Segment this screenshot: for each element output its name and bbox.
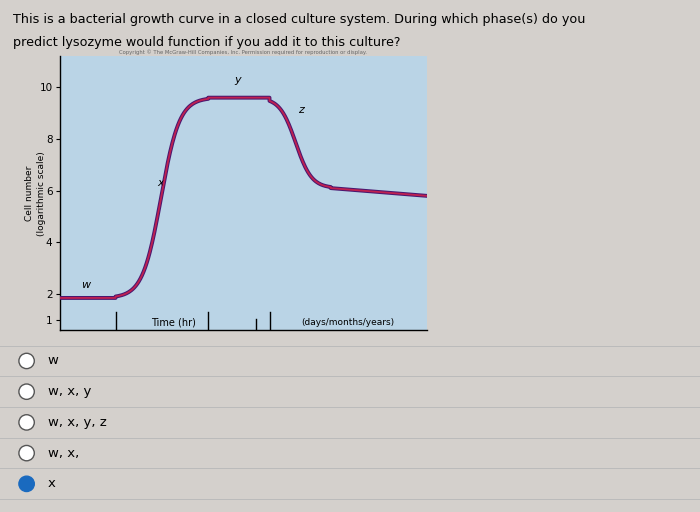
Text: w, x, y: w, x, y: [48, 385, 91, 398]
Text: w, x, y, z: w, x, y, z: [48, 416, 106, 429]
Text: This is a bacterial growth curve in a closed culture system. During which phase(: This is a bacterial growth curve in a cl…: [13, 13, 585, 26]
Text: w, x,: w, x,: [48, 446, 79, 460]
Title: Copyright © The McGraw-Hill Companies, Inc. Permission required for reproduction: Copyright © The McGraw-Hill Companies, I…: [119, 49, 368, 55]
Text: w: w: [81, 280, 90, 290]
Text: x: x: [158, 178, 164, 187]
Text: y: y: [234, 75, 241, 86]
Text: Time (hr): Time (hr): [150, 317, 196, 327]
Text: z: z: [298, 105, 304, 115]
Y-axis label: Cell number
(logarithmic scale): Cell number (logarithmic scale): [25, 151, 46, 236]
Text: x: x: [48, 477, 55, 490]
Text: predict lysozyme would function if you add it to this culture?: predict lysozyme would function if you a…: [13, 36, 400, 49]
Text: w: w: [48, 354, 59, 368]
Text: (days/months/years): (days/months/years): [302, 318, 395, 327]
